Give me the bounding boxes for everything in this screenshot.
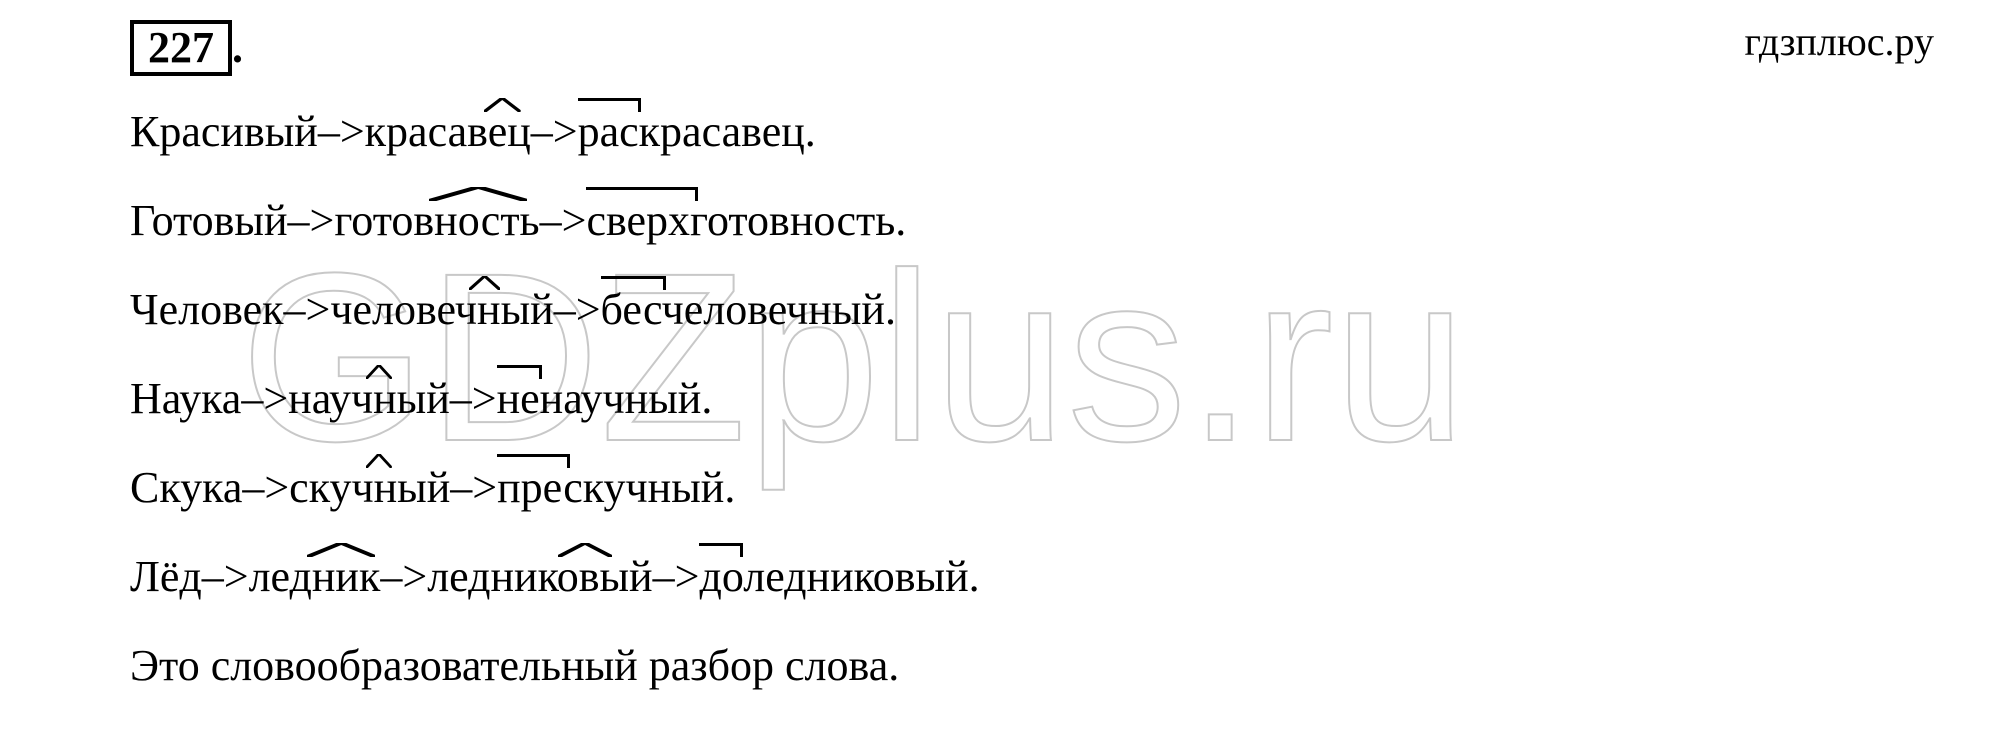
derivation-line: Готовый –> готовность –> сверхготовность… xyxy=(130,195,1994,246)
derivation-lines: Красивый –> красавец –> раскрасавец.Гото… xyxy=(130,106,1994,602)
arrow: –> xyxy=(202,551,249,602)
prefix-marker xyxy=(699,543,742,557)
word: ненаучный xyxy=(497,373,702,424)
exercise-number: 227 xyxy=(130,20,232,76)
word: Готовый xyxy=(130,195,288,246)
word: ледниковый xyxy=(427,551,652,602)
arrow: –> xyxy=(284,284,331,335)
word: сверхготовность xyxy=(586,195,895,246)
suffix-marker xyxy=(307,543,376,557)
site-label: гдзплюс.ру xyxy=(1744,18,1934,65)
word: Лёд xyxy=(130,551,202,602)
word: Человек xyxy=(130,284,284,335)
word: человечный xyxy=(330,284,553,335)
derivation-line: Человек –> человечный –> бесчеловечный. xyxy=(130,284,1994,335)
suffix-marker xyxy=(469,276,500,290)
arrow: –> xyxy=(380,551,427,602)
arrow: –> xyxy=(318,106,365,157)
arrow: –> xyxy=(554,284,601,335)
derivation-line: Скука –> скучный –> прескучный. xyxy=(130,462,1994,513)
punct: . xyxy=(969,552,980,601)
arrow: –> xyxy=(242,462,289,513)
word: скучный xyxy=(289,462,450,513)
punct: . xyxy=(805,107,816,156)
arrow: –> xyxy=(450,462,497,513)
prefix-marker xyxy=(601,276,666,290)
footer-text: Это словообразовательный разбор слова. xyxy=(130,640,1994,691)
arrow: –> xyxy=(540,195,587,246)
word: бесчеловечный xyxy=(601,284,885,335)
suffix-marker xyxy=(366,454,392,468)
word: ледник xyxy=(249,551,381,602)
word: Скука xyxy=(130,462,242,513)
derivation-line: Красивый –> красавец –> раскрасавец. xyxy=(130,106,1994,157)
prefix-marker xyxy=(497,454,570,468)
suffix-marker xyxy=(484,98,521,112)
arrow: –> xyxy=(288,195,335,246)
word: красавец xyxy=(365,106,531,157)
derivation-line: Лёд –> ледник –> ледниковый –> доледнико… xyxy=(130,551,1994,602)
prefix-marker xyxy=(586,187,697,201)
exercise-number-dot: . xyxy=(232,23,243,72)
word: Наука xyxy=(130,373,241,424)
suffix-marker xyxy=(429,187,528,201)
word: готовность xyxy=(334,195,539,246)
word: Красивый xyxy=(130,106,318,157)
arrow: –> xyxy=(653,551,700,602)
arrow: –> xyxy=(450,373,497,424)
arrow: –> xyxy=(241,373,288,424)
prefix-marker xyxy=(578,98,642,112)
punct: . xyxy=(724,463,735,512)
suffix-marker xyxy=(558,543,612,557)
prefix-marker xyxy=(497,365,542,379)
arrow: –> xyxy=(531,106,578,157)
word: доледниковый xyxy=(699,551,968,602)
punct: . xyxy=(895,196,906,245)
suffix-marker xyxy=(366,365,392,379)
punct: . xyxy=(701,374,712,423)
punct: . xyxy=(885,285,896,334)
derivation-line: Наука –> научный –> ненаучный. xyxy=(130,373,1994,424)
word: раскрасавец xyxy=(578,106,805,157)
word: прескучный xyxy=(497,462,724,513)
exercise-page: 227. гдзплюс.ру GDZplus.ru Красивый –> к… xyxy=(0,0,1994,691)
word: научный xyxy=(288,373,450,424)
